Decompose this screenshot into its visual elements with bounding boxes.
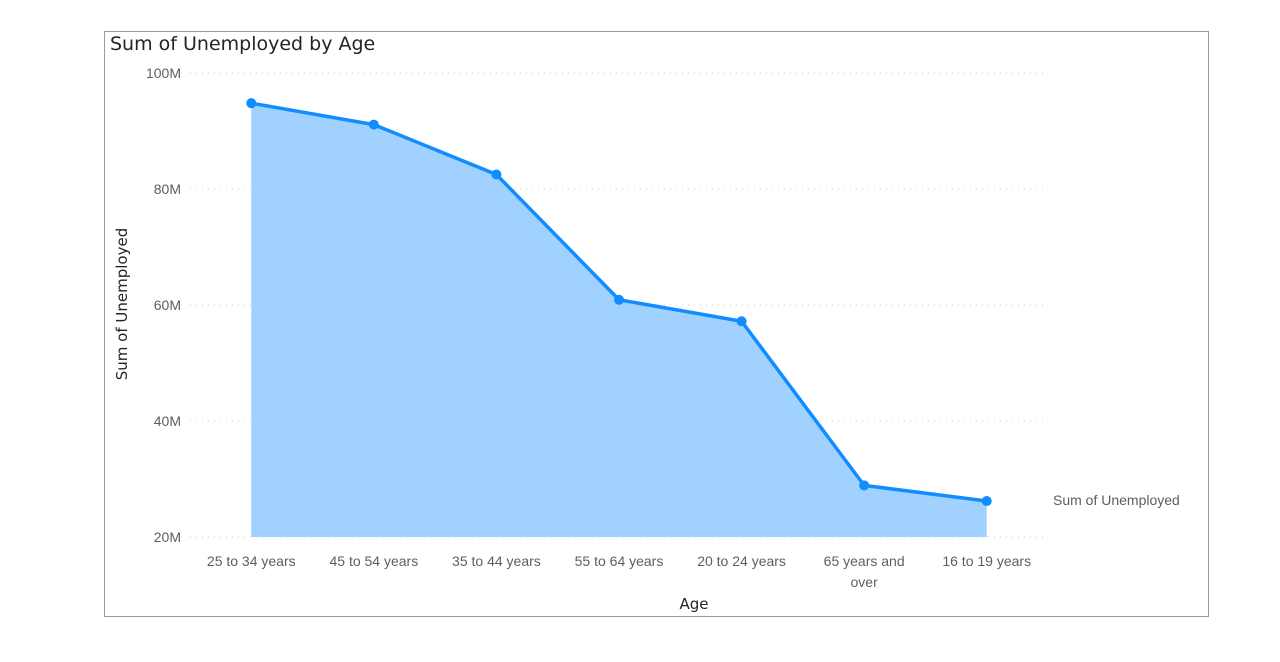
data-point	[614, 294, 624, 305]
x-tick-label: 35 to 44 years	[452, 553, 541, 569]
x-tick-label: 20 to 24 years	[697, 553, 786, 569]
area-fill	[251, 103, 987, 537]
y-axis-ticks: 20M 40M 60M 80M 100M	[146, 65, 181, 545]
y-tick-label: 80M	[154, 181, 181, 197]
x-tick-label: 65 years and	[824, 553, 905, 569]
data-point	[246, 98, 257, 109]
area-layer	[250, 101, 987, 537]
data-point	[981, 496, 992, 507]
x-axis-title: Age	[679, 595, 708, 613]
series-label: Sum of Unemployed	[1053, 492, 1180, 508]
y-tick-label: 100M	[146, 65, 181, 81]
x-tick-label: 16 to 19 years	[942, 553, 1031, 569]
y-tick-label: 20M	[154, 529, 181, 545]
data-point	[859, 480, 870, 491]
data-point	[368, 119, 379, 130]
y-tick-label: 40M	[154, 413, 181, 429]
data-point	[491, 169, 502, 180]
chart-title: Sum of Unemployed by Age	[110, 33, 376, 55]
data-point	[736, 316, 747, 327]
x-tick-label: 25 to 34 years	[207, 553, 296, 569]
x-tick-label: 55 to 64 years	[575, 553, 664, 569]
y-tick-label: 60M	[154, 297, 181, 313]
y-axis-title: Sum of Unemployed	[113, 228, 131, 380]
data-points	[246, 98, 992, 507]
x-tick-label: over	[851, 574, 879, 590]
x-axis-ticks: 25 to 34 years 45 to 54 years 35 to 44 yea…	[207, 553, 1031, 590]
x-tick-label: 45 to 54 years	[329, 553, 418, 569]
